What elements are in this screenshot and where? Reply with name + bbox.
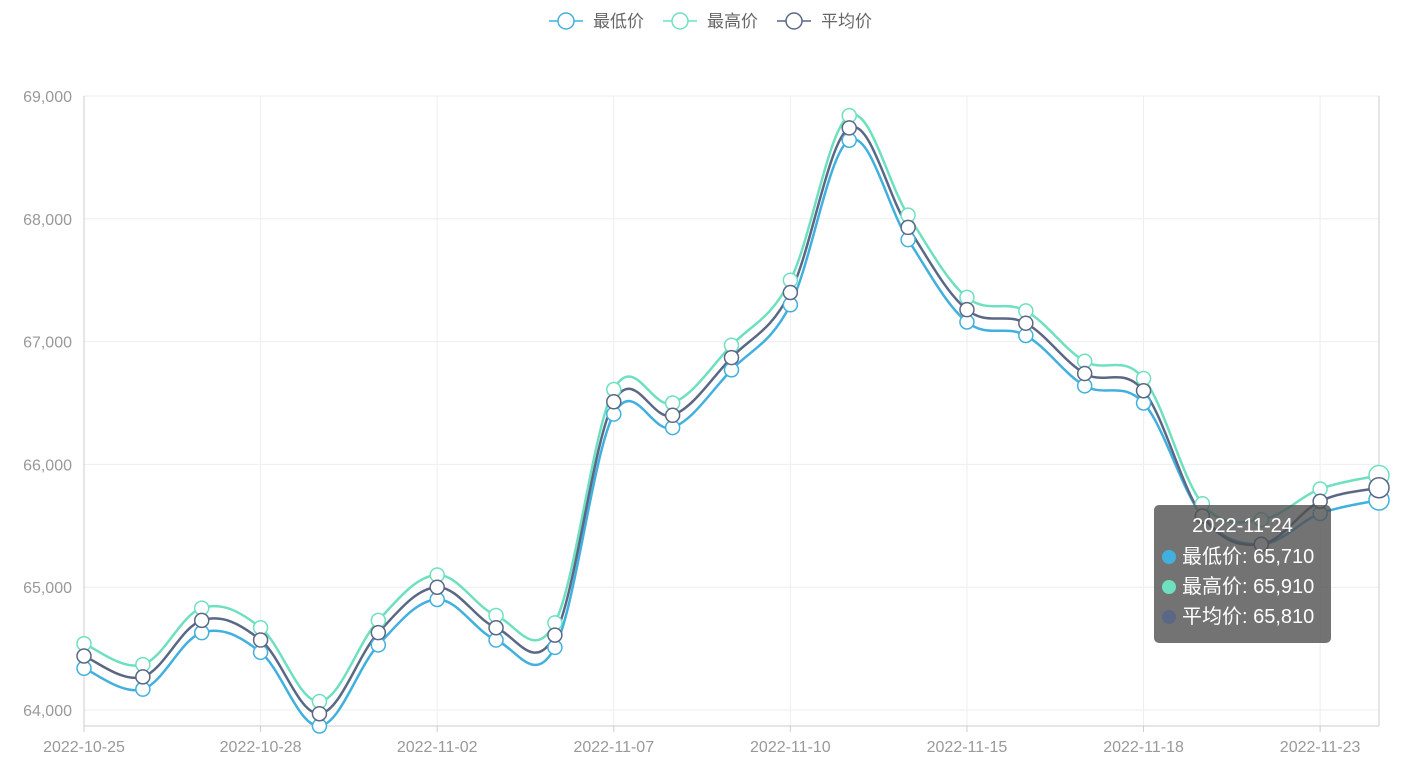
- x-tick-label: 2022-11-07: [573, 739, 654, 756]
- data-point-avg[interactable]: [1135, 382, 1152, 399]
- y-tick-label: 64,000: [23, 703, 72, 720]
- data-point-avg[interactable]: [429, 579, 445, 595]
- data-point-avg[interactable]: [606, 394, 622, 410]
- data-point-avg[interactable]: [723, 349, 740, 366]
- legend-item-low[interactable]: 最低价: [549, 12, 644, 31]
- legend-marker: [785, 12, 803, 30]
- data-point-avg[interactable]: [76, 648, 92, 664]
- x-tick-label: 2022-10-25: [43, 739, 125, 756]
- data-point-avg[interactable]: [252, 632, 269, 648]
- y-tick-label: 65,000: [23, 580, 72, 597]
- tooltip-dot-avg: [1162, 610, 1176, 624]
- x-tick-label: 2022-11-23: [1280, 739, 1361, 756]
- tooltip-date: 2022-11-24: [1192, 515, 1293, 537]
- axes: 64,000 65,000 66,000 67,000 68,000 69,000 2022…: [23, 89, 1380, 756]
- x-tick-label: 2022-11-10: [750, 739, 831, 756]
- x-tick-label: 2022-10-28: [220, 739, 302, 756]
- data-point-avg[interactable]: [370, 624, 387, 641]
- y-tick-label: 69,000: [23, 89, 72, 106]
- tooltip-label-avg: 平均价: 65,810: [1182, 606, 1315, 628]
- tooltip-row-avg: 平均价: 65,810: [1162, 602, 1323, 632]
- legend-label: 平均价: [821, 12, 872, 31]
- data-point-avg[interactable]: [1076, 365, 1093, 382]
- tooltip-dot-high: [1162, 580, 1176, 594]
- data-point-avg[interactable]: [1018, 315, 1034, 331]
- y-tick-label: 66,000: [23, 457, 72, 474]
- data-point-avg[interactable]: [135, 669, 151, 685]
- data-point-avg[interactable]: [900, 219, 916, 236]
- tooltip-label-low: 最低价: 65,710: [1182, 546, 1315, 568]
- tooltip-row-high: 最高价: 65,910: [1162, 572, 1323, 602]
- y-tick-label: 67,000: [23, 335, 72, 352]
- tooltip-row-low: 最低价: 65,710: [1162, 542, 1323, 572]
- data-point-avg[interactable]: [959, 301, 975, 318]
- legend-item-avg[interactable]: 平均价: [777, 12, 872, 31]
- data-point-avg[interactable]: [782, 284, 799, 301]
- legend[interactable]: 最低价 最高价 平均价: [549, 12, 872, 31]
- data-point-avg[interactable]: [841, 120, 857, 136]
- y-tick-label: 68,000: [23, 212, 72, 229]
- legend-marker: [557, 12, 575, 30]
- tooltip: 2022-11-24 最低价: 65,710 最高价: 65,910 平均价: …: [1154, 505, 1331, 643]
- tooltip-label-high: 最高价: 65,910: [1182, 576, 1315, 598]
- x-tick-label: 2022-11-02: [397, 739, 478, 756]
- x-tick-label: 2022-11-15: [927, 739, 1008, 756]
- tooltip-dot-low: [1162, 550, 1176, 564]
- data-point-avg[interactable]: [311, 705, 328, 722]
- data-point-avg[interactable]: [488, 620, 504, 636]
- legend-item-high[interactable]: 最高价: [663, 12, 758, 31]
- legend-label: 最高价: [707, 12, 758, 31]
- legend-label: 最低价: [593, 12, 644, 31]
- x-tick-label: 2022-11-18: [1103, 739, 1184, 756]
- data-point-avg[interactable]: [193, 612, 210, 629]
- data-point-avg[interactable]: [1368, 477, 1390, 499]
- legend-marker: [671, 12, 689, 30]
- data-point-avg[interactable]: [547, 627, 563, 643]
- data-point-avg[interactable]: [664, 407, 681, 424]
